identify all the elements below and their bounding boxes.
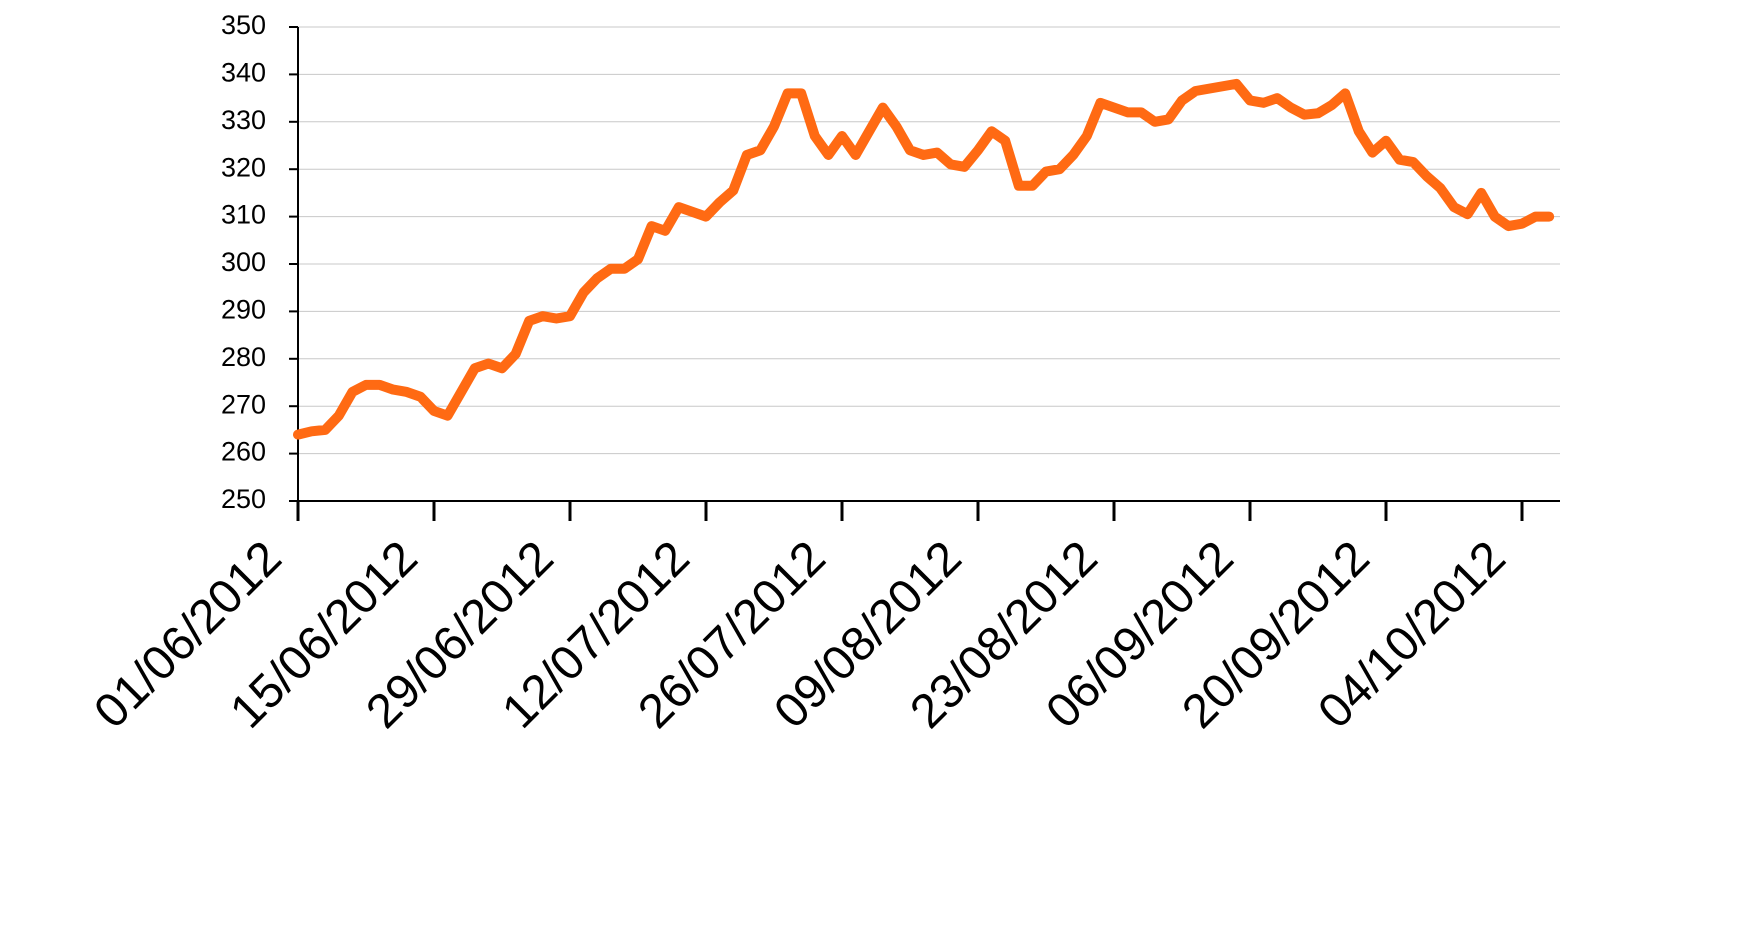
y-tick-label: 350 (221, 10, 266, 40)
y-tick-label: 310 (221, 200, 266, 230)
y-tick-label: 340 (221, 58, 266, 88)
line-series (293, 78, 1555, 440)
y-tick-label: 290 (221, 295, 266, 325)
y-tick-label: 300 (221, 247, 266, 277)
y-tick-label: 250 (221, 484, 266, 514)
y-tick-label: 270 (221, 389, 266, 419)
y-tick-label: 260 (221, 437, 266, 467)
y-tick-label: 320 (221, 152, 266, 182)
y-tick-label: 330 (221, 105, 266, 135)
y-tick-label: 280 (221, 342, 266, 372)
